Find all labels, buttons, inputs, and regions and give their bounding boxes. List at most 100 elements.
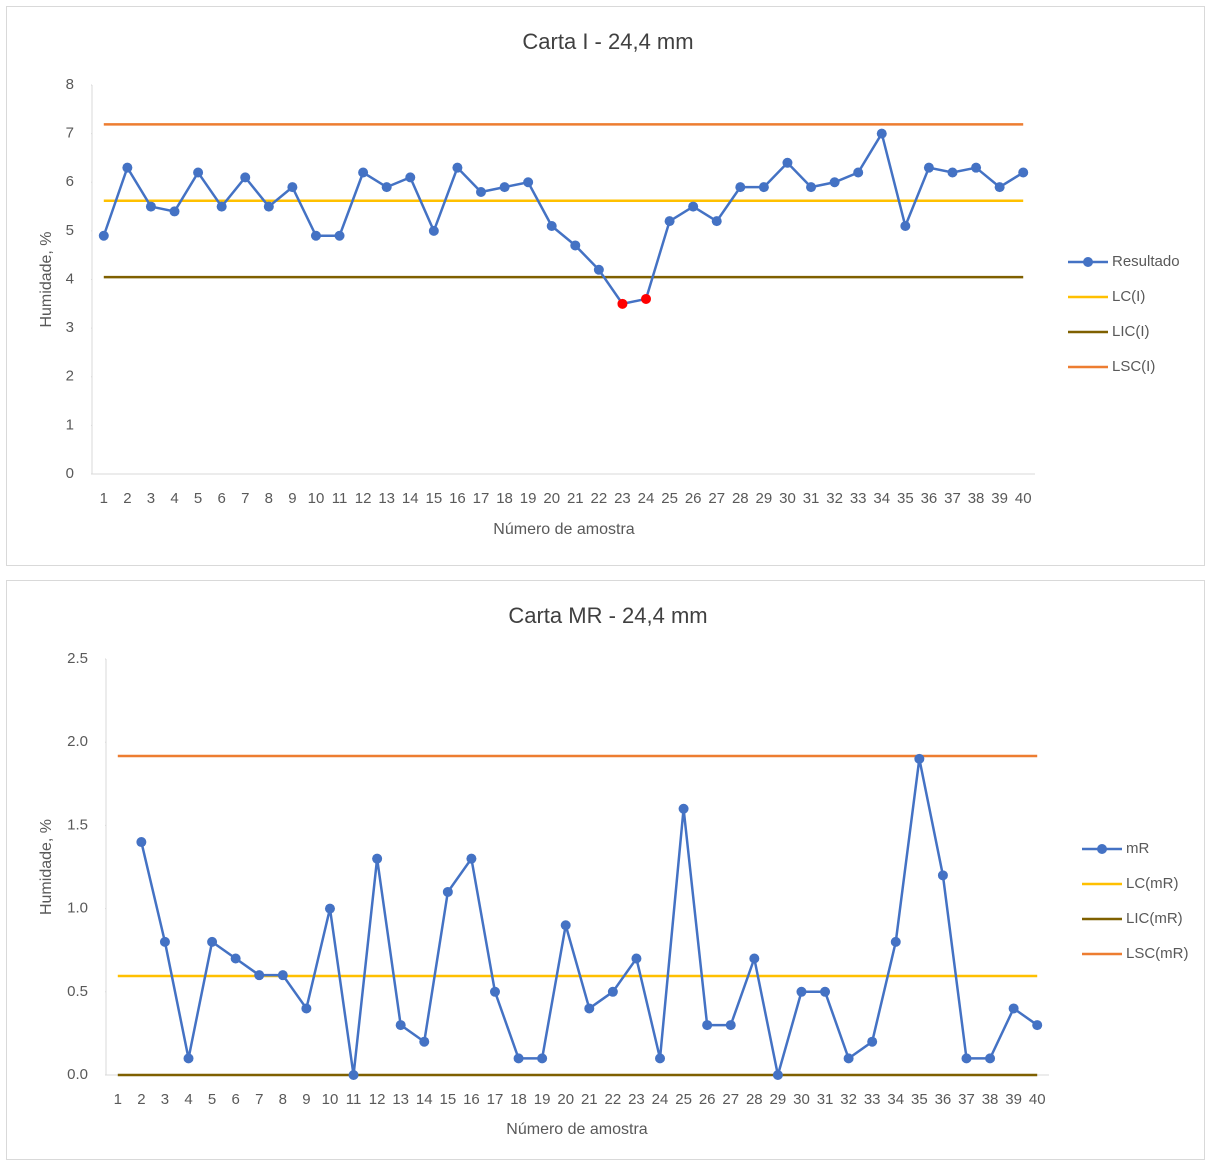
data-point xyxy=(159,936,170,947)
data-point xyxy=(240,172,251,183)
x-tick-label: 30 xyxy=(779,490,796,507)
data-point xyxy=(442,886,453,897)
x-tick-label: 28 xyxy=(746,1091,763,1108)
x-tick-label: 4 xyxy=(170,490,178,507)
x-tick-label: 25 xyxy=(661,490,678,507)
data-point xyxy=(254,970,265,981)
data-point xyxy=(702,1020,713,1031)
data-point xyxy=(664,216,675,227)
y-axis-title: Humidade, % xyxy=(38,231,55,327)
data-point xyxy=(725,1020,736,1031)
x-tick-label: 37 xyxy=(958,1091,975,1108)
x-tick-label: 10 xyxy=(308,490,325,507)
x-tick-label: 23 xyxy=(628,1091,645,1108)
x-tick-label: 32 xyxy=(826,490,843,507)
series-line xyxy=(102,130,1024,306)
x-tick-label: 13 xyxy=(392,1091,409,1108)
data-point xyxy=(914,753,925,764)
data-point xyxy=(310,230,321,241)
data-point xyxy=(466,853,477,864)
data-point xyxy=(890,936,901,947)
y-tick-label: 2 xyxy=(66,368,74,385)
data-point xyxy=(499,182,510,193)
chart-panel xyxy=(6,6,1205,566)
x-tick-label: 26 xyxy=(685,490,702,507)
data-point xyxy=(475,186,486,197)
data-point xyxy=(655,1053,666,1064)
x-tick-label: 29 xyxy=(770,1091,787,1108)
x-tick-label: 14 xyxy=(416,1091,433,1108)
data-point xyxy=(711,216,722,227)
data-point xyxy=(419,1036,430,1047)
data-point xyxy=(324,903,335,914)
x-tick-label: 26 xyxy=(699,1091,716,1108)
x-tick-label: 33 xyxy=(850,490,867,507)
x-tick-label: 36 xyxy=(935,1091,952,1108)
x-tick-label: 31 xyxy=(817,1091,834,1108)
x-tick-label: 27 xyxy=(722,1091,739,1108)
data-point xyxy=(923,162,934,173)
x-tick-label: 7 xyxy=(255,1091,263,1108)
y-tick-label: 1.0 xyxy=(67,900,88,917)
x-tick-label: 29 xyxy=(756,490,773,507)
chart-panel xyxy=(6,580,1205,1160)
data-point xyxy=(584,1003,595,1014)
data-point xyxy=(523,177,534,188)
y-tick-label: 0 xyxy=(66,465,74,482)
x-tick-label: 31 xyxy=(803,490,820,507)
y-tick-label: 0.0 xyxy=(67,1066,88,1083)
data-point xyxy=(145,201,156,212)
x-tick-label: 7 xyxy=(241,490,249,507)
x-tick-label: 37 xyxy=(944,490,961,507)
x-tick-label: 32 xyxy=(840,1091,857,1108)
x-axis-title: Número de amostra xyxy=(506,1121,647,1138)
x-tick-label: 28 xyxy=(732,490,749,507)
data-point xyxy=(735,182,746,193)
x-tick-label: 16 xyxy=(449,490,466,507)
data-point xyxy=(796,986,807,997)
data-point xyxy=(985,1053,996,1064)
data-point xyxy=(867,1036,878,1047)
x-tick-label: 12 xyxy=(355,490,372,507)
x-tick-label: 20 xyxy=(557,1091,574,1108)
x-tick-label: 24 xyxy=(638,490,655,507)
data-point xyxy=(136,837,147,848)
data-point xyxy=(688,201,699,212)
x-tick-label: 8 xyxy=(265,490,273,507)
data-point xyxy=(876,128,887,139)
x-tick-label: 17 xyxy=(473,490,490,507)
data-point xyxy=(546,221,557,232)
data-point xyxy=(537,1053,548,1064)
x-tick-label: 6 xyxy=(217,490,225,507)
data-point xyxy=(183,1053,194,1064)
x-tick-label: 21 xyxy=(567,490,584,507)
x-tick-label: 19 xyxy=(520,490,537,507)
x-tick-label: 22 xyxy=(605,1091,622,1108)
y-tick-label: 2.5 xyxy=(67,650,88,667)
data-point xyxy=(971,162,982,173)
data-point xyxy=(607,986,618,997)
data-point xyxy=(782,157,793,168)
chart-title: Carta I - 24,4 mm xyxy=(522,29,693,54)
legend-label: LSC(I) xyxy=(1112,358,1155,375)
legend-label: LC(I) xyxy=(1112,288,1145,305)
data-point xyxy=(348,1070,359,1080)
x-tick-label: 38 xyxy=(968,490,985,507)
y-tick-label: 1 xyxy=(66,416,74,433)
x-tick-label: 3 xyxy=(161,1091,169,1108)
x-tick-label: 13 xyxy=(378,490,395,507)
x-tick-label: 5 xyxy=(208,1091,216,1108)
x-tick-label: 35 xyxy=(911,1091,928,1108)
data-point xyxy=(1018,167,1029,178)
chart-title: Carta MR - 24,4 mm xyxy=(508,603,707,628)
x-tick-label: 38 xyxy=(982,1091,999,1108)
data-point xyxy=(617,298,628,309)
x-tick-label: 36 xyxy=(921,490,938,507)
data-point xyxy=(570,240,581,251)
data-point xyxy=(277,970,288,981)
y-tick-label: 4 xyxy=(66,270,74,287)
data-point xyxy=(372,853,383,864)
data-point xyxy=(193,167,204,178)
y-tick-label: 2.0 xyxy=(67,733,88,750)
